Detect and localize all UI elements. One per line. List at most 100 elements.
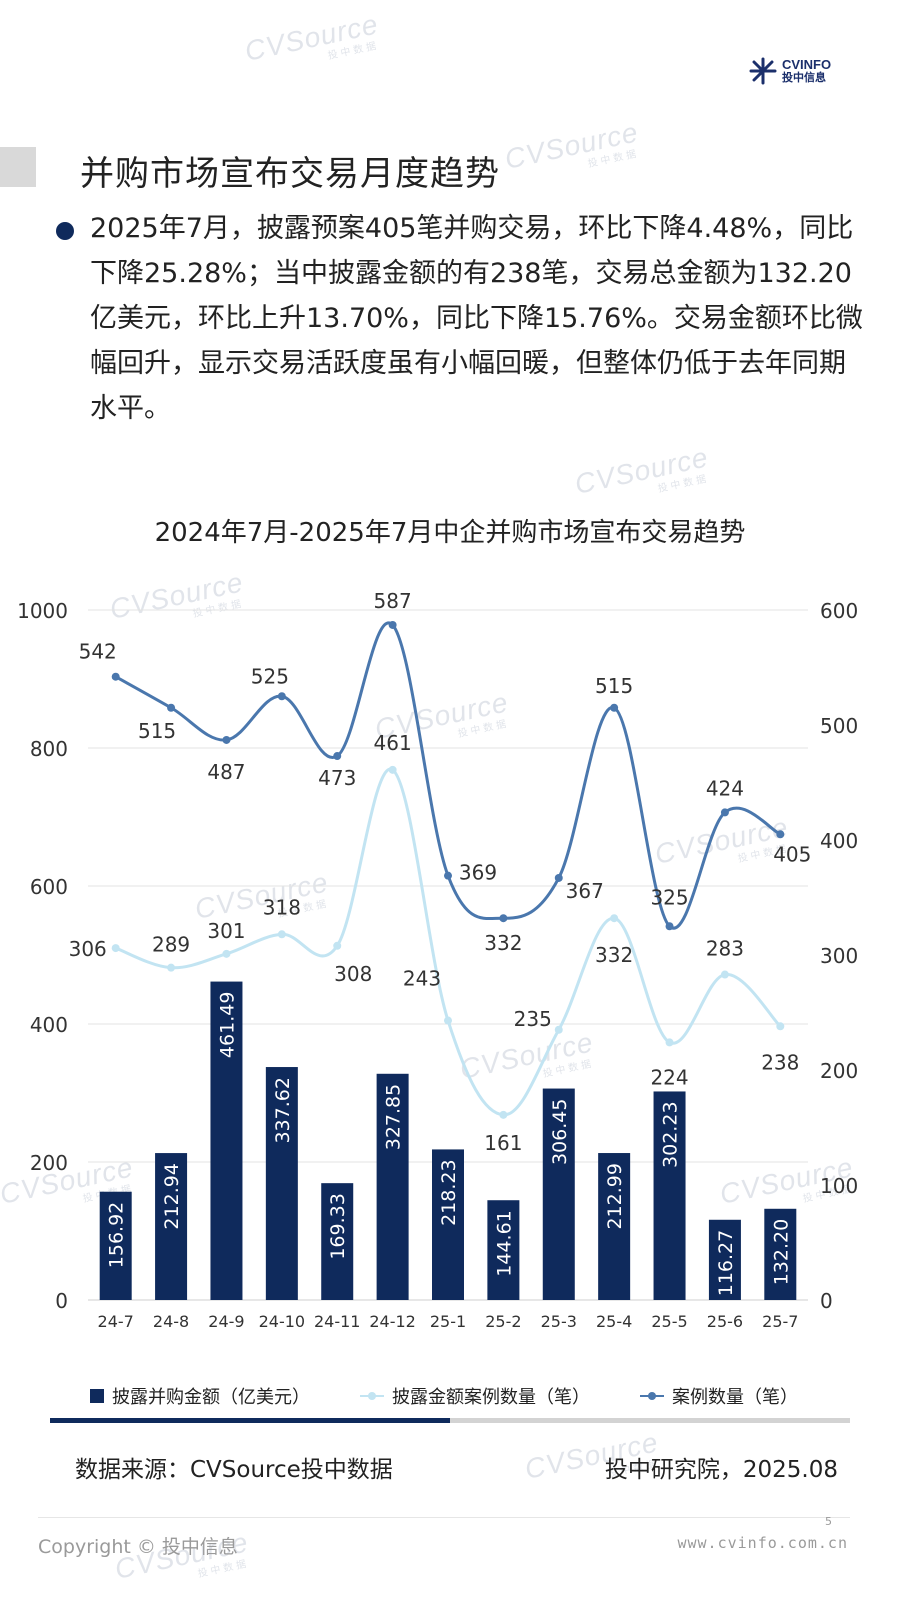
y-left-tick-label: 0 bbox=[55, 1289, 68, 1313]
bar bbox=[321, 1183, 354, 1300]
bar-data-label: 116.27 bbox=[715, 1230, 737, 1296]
title-accent-bar bbox=[0, 147, 36, 187]
y-left-tick-label: 600 bbox=[30, 875, 68, 899]
legend-label: 披露金额案例数量（笔） bbox=[392, 1387, 590, 1408]
line-data-label: 318 bbox=[263, 895, 301, 919]
legend-label: 披露并购金额（亿美元） bbox=[112, 1387, 310, 1408]
chart-title: 2024年7月-2025年7月中企并购市场宣布交易趋势 bbox=[154, 518, 746, 548]
y-right-tick-label: 100 bbox=[820, 1174, 858, 1198]
line-point bbox=[776, 830, 785, 839]
line-data-label: 306 bbox=[69, 937, 107, 961]
bar bbox=[210, 981, 243, 1300]
x-tick-label: 25-4 bbox=[596, 1312, 632, 1331]
bar bbox=[598, 1153, 631, 1300]
line-point bbox=[388, 765, 397, 774]
line-data-label: 424 bbox=[706, 776, 744, 800]
bar bbox=[265, 1067, 298, 1300]
x-tick-label: 25-5 bbox=[651, 1312, 687, 1331]
line-point bbox=[277, 930, 286, 939]
logo-brand: CVINFO bbox=[782, 57, 832, 72]
page-number: 5 bbox=[825, 1515, 832, 1528]
logo-sub: 投中信息 bbox=[782, 71, 826, 84]
line-data-label: 243 bbox=[403, 967, 441, 991]
line-data-label: 332 bbox=[484, 931, 522, 955]
x-tick-label: 25-2 bbox=[485, 1312, 521, 1331]
line-point bbox=[167, 703, 176, 712]
line-data-label: 487 bbox=[207, 760, 245, 784]
x-tick-label: 24-10 bbox=[259, 1312, 306, 1331]
line-data-label: 405 bbox=[773, 842, 811, 866]
line-data-label: 515 bbox=[595, 674, 633, 698]
line-data-label: 224 bbox=[650, 1065, 688, 1089]
y-right-tick-label: 500 bbox=[820, 714, 858, 738]
bar-data-label: 212.99 bbox=[604, 1163, 626, 1229]
bar-data-label: 302.23 bbox=[660, 1101, 682, 1167]
y-left-tick-label: 400 bbox=[30, 1013, 68, 1037]
line-data-label: 238 bbox=[761, 1050, 799, 1074]
line-point bbox=[333, 941, 342, 950]
line-data-label: 161 bbox=[484, 1131, 522, 1155]
bar bbox=[99, 1191, 132, 1300]
bar-data-label: 327.85 bbox=[383, 1084, 405, 1150]
line-point bbox=[665, 922, 674, 931]
line-point bbox=[444, 871, 452, 880]
line-data-label: 367 bbox=[566, 879, 604, 903]
bar-data-label: 169.33 bbox=[327, 1193, 349, 1259]
bar-data-label: 461.49 bbox=[216, 992, 238, 1058]
line-point bbox=[499, 914, 508, 923]
line-point bbox=[554, 1025, 563, 1034]
logo-burst-icon bbox=[749, 57, 777, 85]
x-tick-label: 24-9 bbox=[208, 1312, 244, 1331]
bar bbox=[155, 1153, 188, 1300]
x-tick-label: 25-7 bbox=[762, 1312, 798, 1331]
summary-text: 2025年7月，披露预案405笔并购交易，环比下降4.48%，同比下降25.28… bbox=[90, 213, 863, 424]
legend-item-disclosed-count: 披露金额案例数量（笔） bbox=[360, 1383, 590, 1409]
line-data-label: 525 bbox=[251, 664, 289, 688]
line-point bbox=[222, 735, 231, 744]
line-data-label: 332 bbox=[595, 943, 633, 967]
credit: 投中研究院，2025.08 bbox=[604, 1457, 838, 1483]
line-point bbox=[720, 808, 729, 817]
line-point bbox=[610, 914, 619, 923]
y-right-tick-label: 0 bbox=[820, 1289, 833, 1313]
line-data-label: 235 bbox=[514, 1007, 552, 1031]
chart-legend: 披露并购金额（亿美元） 披露金额案例数量（笔） 案例数量（笔） bbox=[90, 1383, 798, 1409]
bar-data-label: 337.62 bbox=[272, 1077, 294, 1143]
line-point bbox=[444, 1016, 452, 1025]
line-point bbox=[499, 1110, 508, 1119]
line-data-label: 369 bbox=[459, 861, 497, 885]
line-point bbox=[167, 963, 176, 972]
line-data-label: 325 bbox=[650, 885, 688, 909]
line-point bbox=[776, 1022, 785, 1031]
line-point bbox=[554, 873, 563, 882]
bar-data-label: 306.45 bbox=[549, 1099, 571, 1165]
x-tick-label: 25-3 bbox=[541, 1312, 577, 1331]
legend-line-swatch bbox=[640, 1389, 664, 1403]
line-point bbox=[388, 620, 397, 629]
legend-item-count: 案例数量（笔） bbox=[640, 1383, 798, 1409]
line-data-label: 473 bbox=[318, 766, 356, 790]
bar bbox=[764, 1208, 797, 1300]
line-data-label: 289 bbox=[152, 933, 190, 957]
legend-item-amount: 披露并购金额（亿美元） bbox=[90, 1383, 310, 1409]
y-right-tick-label: 300 bbox=[820, 944, 858, 968]
bar-data-label: 212.94 bbox=[161, 1163, 183, 1229]
company-logo: CVINFO 投中信息 bbox=[748, 56, 831, 86]
line-point bbox=[610, 703, 619, 712]
x-tick-label: 24-8 bbox=[153, 1312, 189, 1331]
y-left-tick-label: 200 bbox=[30, 1151, 68, 1175]
line-point bbox=[665, 1038, 674, 1047]
line-point bbox=[111, 672, 120, 681]
line-data-label: 461 bbox=[374, 731, 412, 755]
y-right-tick-label: 600 bbox=[820, 599, 858, 623]
line-data-label: 301 bbox=[207, 919, 245, 943]
legend-line-swatch bbox=[360, 1389, 384, 1403]
legend-label: 案例数量（笔） bbox=[672, 1387, 798, 1408]
bar bbox=[653, 1091, 686, 1300]
bar bbox=[487, 1200, 520, 1300]
bar-data-label: 132.20 bbox=[770, 1219, 792, 1285]
legend-bar-swatch bbox=[90, 1389, 104, 1403]
line-data-label: 308 bbox=[334, 962, 372, 986]
chart: 0 200 400 600 800 1000 0 100 200 300 400 500 600 24-7… bbox=[17, 589, 858, 1331]
x-tick-label: 25-1 bbox=[430, 1312, 466, 1331]
